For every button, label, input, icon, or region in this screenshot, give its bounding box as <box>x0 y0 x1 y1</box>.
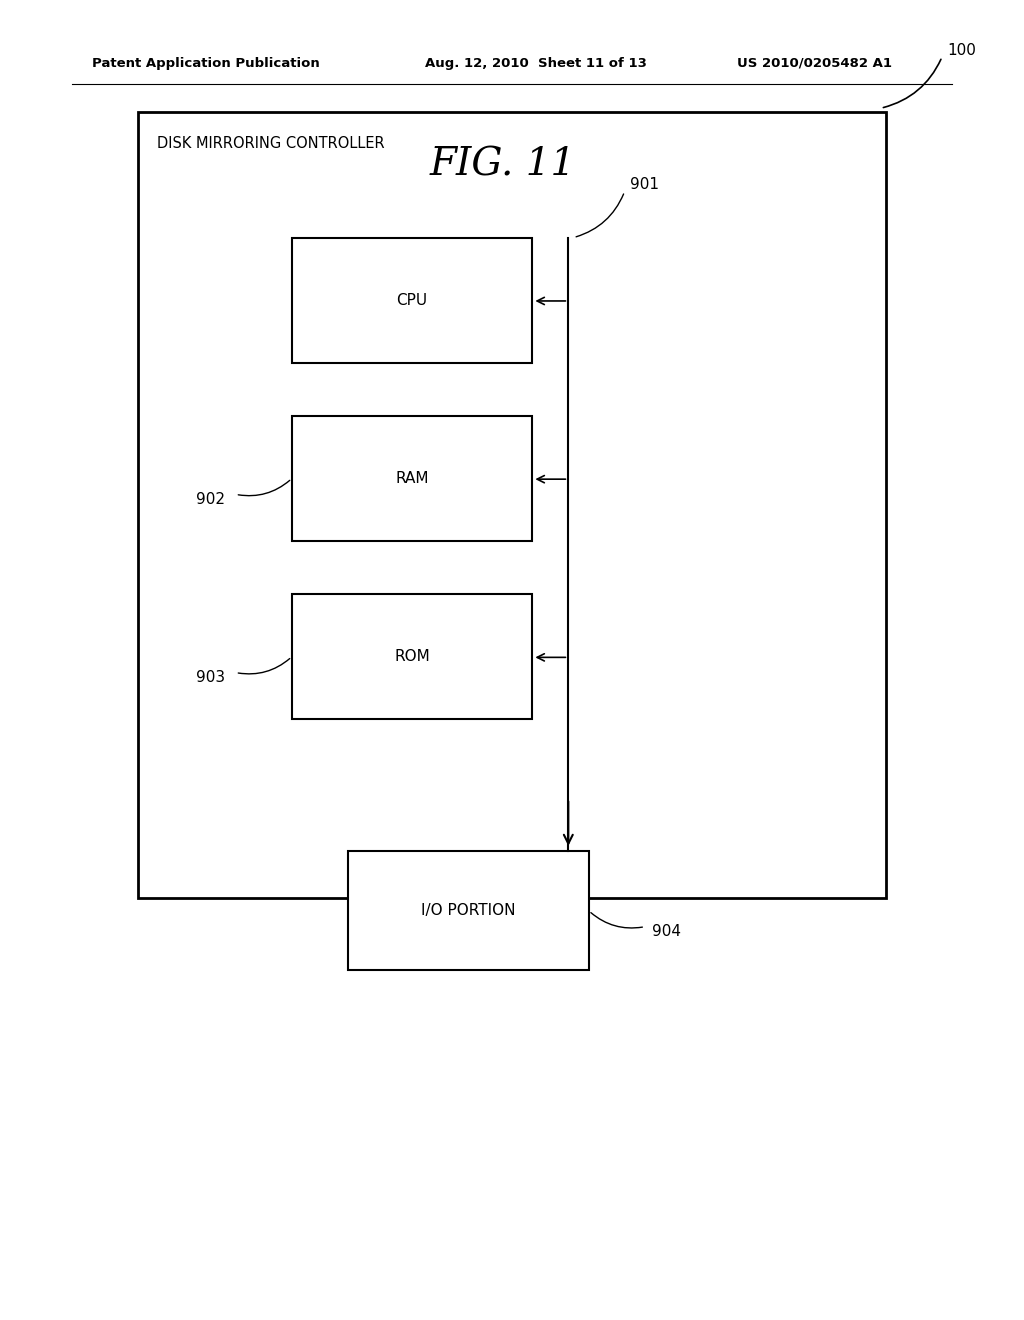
Bar <box>138 112 886 898</box>
Text: Aug. 12, 2010  Sheet 11 of 13: Aug. 12, 2010 Sheet 11 of 13 <box>425 57 647 70</box>
Text: FIG. 11: FIG. 11 <box>430 147 577 183</box>
Bar <box>348 851 589 970</box>
Text: Patent Application Publication: Patent Application Publication <box>92 57 319 70</box>
Text: US 2010/0205482 A1: US 2010/0205482 A1 <box>737 57 892 70</box>
Text: I/O PORTION: I/O PORTION <box>421 903 516 919</box>
Text: 904: 904 <box>652 924 681 940</box>
Text: 100: 100 <box>947 42 976 58</box>
Text: 901: 901 <box>630 177 658 193</box>
Bar <box>292 594 532 719</box>
Text: ROM: ROM <box>394 649 430 664</box>
Text: DISK MIRRORING CONTROLLER: DISK MIRRORING CONTROLLER <box>157 136 384 150</box>
Text: 902: 902 <box>197 492 225 507</box>
Bar <box>292 416 532 541</box>
Text: RAM: RAM <box>395 471 429 486</box>
Text: CPU: CPU <box>396 293 428 308</box>
Text: 903: 903 <box>197 671 225 685</box>
Bar <box>292 238 532 363</box>
